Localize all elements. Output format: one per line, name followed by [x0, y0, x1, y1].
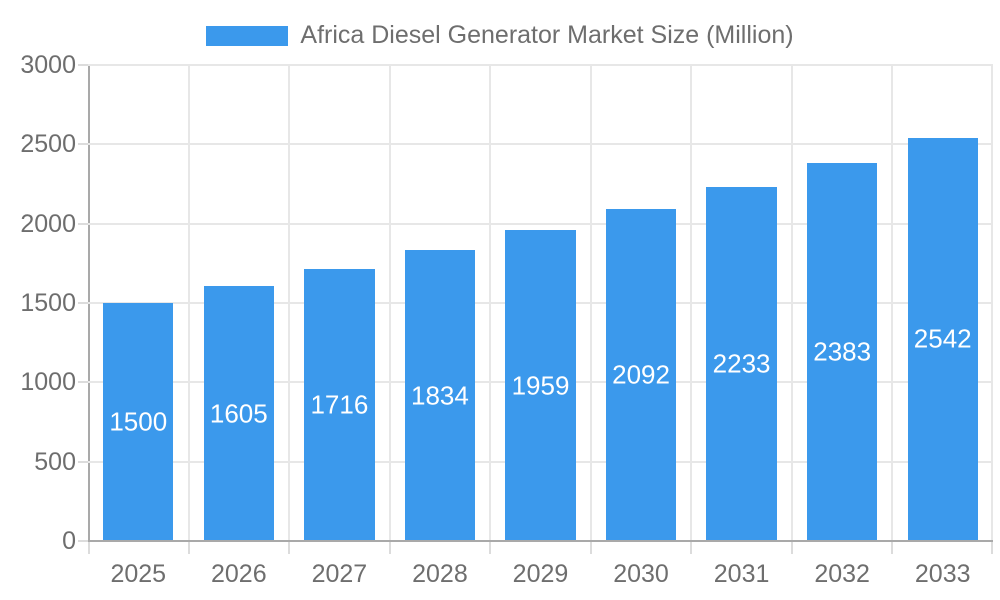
gridline-vertical	[489, 65, 492, 541]
y-axis-tick	[78, 460, 88, 463]
x-axis-tick	[388, 541, 391, 554]
legend-item[interactable]: Africa Diesel Generator Market Size (Mil…	[0, 21, 1000, 50]
bar[interactable]: 1716	[304, 268, 375, 541]
y-axis-tick	[78, 222, 88, 225]
x-axis-label: 2028	[412, 560, 468, 588]
legend-swatch	[206, 25, 289, 46]
x-axis-tick	[489, 541, 492, 554]
x-axis-label: 2026	[211, 560, 267, 588]
x-axis-labels: 2025 2026 2027 2028 2029 2030 2031 2032 2033	[88, 559, 993, 589]
bar-value-label: 2542	[913, 323, 972, 354]
bar[interactable]: 2542	[907, 137, 978, 541]
bar[interactable]: 1605	[203, 286, 274, 541]
plot-area: 1500 1605 1716 1834 1959 2092 2233 2383 2542	[78, 64, 993, 554]
y-axis-tick	[78, 540, 88, 542]
x-axis-tick	[690, 541, 693, 554]
y-axis-label: 1500	[20, 289, 76, 317]
y-axis-tick	[78, 302, 88, 304]
gridline-horizontal	[88, 64, 993, 66]
gridline-vertical	[589, 65, 592, 541]
x-axis-label: 2032	[814, 560, 870, 588]
bar-value-label: 1716	[310, 389, 369, 420]
bar-value-label: 1605	[209, 398, 268, 429]
x-axis-label: 2025	[110, 560, 167, 588]
legend-label: Africa Diesel Generator Market Size (Mil…	[300, 21, 794, 49]
bar[interactable]: 2092	[605, 209, 677, 541]
y-axis-label: 500	[34, 447, 76, 476]
x-axis-tick	[88, 541, 90, 554]
x-axis-tick	[288, 541, 291, 554]
y-axis-label: 1000	[20, 368, 76, 397]
x-axis-tick	[991, 541, 993, 554]
bar-value-label: 2092	[612, 359, 670, 390]
x-axis-tick	[187, 541, 190, 554]
gridline-vertical	[690, 65, 693, 541]
x-axis-label: 2031	[713, 560, 770, 588]
y-axis-label: 2000	[20, 209, 76, 238]
bar[interactable]: 1834	[404, 250, 476, 541]
y-axis-tick	[78, 381, 88, 384]
y-axis-label: 3000	[20, 51, 76, 79]
gridline-vertical	[891, 65, 894, 541]
gridline-vertical	[388, 65, 391, 541]
gridline-vertical	[790, 65, 793, 541]
y-axis-tick	[78, 64, 88, 66]
y-axis-label: 2500	[20, 130, 76, 159]
bar-value-label: 2233	[712, 348, 771, 379]
x-axis-label: 2033	[914, 560, 971, 588]
bar-value-label: 1959	[511, 370, 570, 401]
gridline-vertical	[187, 65, 190, 541]
x-axis-tick	[790, 541, 793, 554]
gridline-vertical	[288, 65, 291, 541]
bar[interactable]: 1959	[505, 230, 576, 541]
x-axis-tick	[891, 541, 894, 554]
gridline-vertical	[991, 65, 993, 541]
x-axis-tick	[589, 541, 592, 554]
y-axis-labels: 0 500 1000 1500 2000 2500 3000	[0, 52, 76, 554]
bar-value-label: 1500	[109, 406, 168, 437]
bar[interactable]: 1500	[103, 303, 174, 541]
bar[interactable]: 2233	[706, 186, 777, 541]
gridline-horizontal	[88, 222, 993, 225]
x-axis-label: 2030	[613, 560, 669, 588]
bar[interactable]: 2383	[806, 162, 878, 541]
x-axis-label: 2027	[311, 560, 368, 588]
gridline-horizontal	[88, 143, 993, 146]
x-axis-line	[88, 540, 993, 542]
x-axis-label: 2029	[512, 560, 569, 588]
bar-value-label: 2383	[813, 336, 872, 367]
bar-value-label: 1834	[411, 380, 469, 410]
y-axis-tick	[78, 143, 88, 146]
y-axis-label: 0	[62, 527, 76, 555]
